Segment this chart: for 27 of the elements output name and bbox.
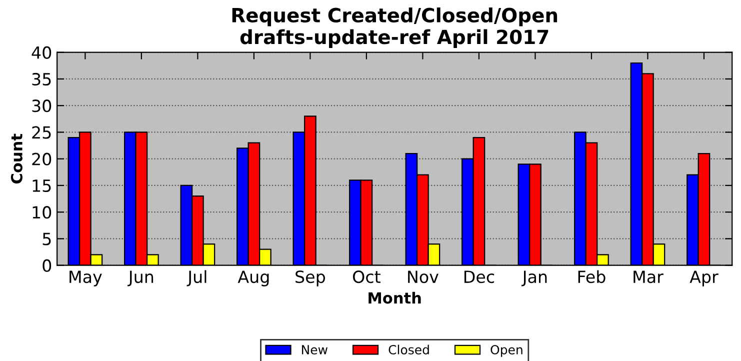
y-tick-label: 0 (42, 259, 52, 272)
y-tick-label: 25 (32, 126, 51, 139)
x-tick-label: Sep (296, 270, 325, 286)
x-tick-label: Jan (522, 270, 547, 286)
y-tick-label: 40 (32, 46, 52, 59)
x-axis-title: Month (368, 292, 421, 304)
x-tick-label: Mar (634, 270, 664, 284)
x-tick-label: Aug (238, 270, 269, 286)
x-tick-label: Dec (464, 270, 494, 284)
chart-title: Request Created/Closed/Open drafts-update-ref April 2017 (232, 7, 558, 48)
y-axis-title: Count (10, 134, 22, 184)
legend-label: Closed (388, 344, 429, 354)
x-tick-label: Nov (408, 270, 438, 284)
legend-label: Open (490, 344, 522, 357)
y-tick-label: 20 (32, 152, 52, 166)
legend-label: New (302, 345, 328, 354)
x-tick-label: Jun (128, 270, 154, 286)
x-tick-label: Oct (352, 270, 380, 284)
x-tick-label: Feb (578, 270, 606, 284)
y-tick-label: 15 (32, 180, 51, 192)
y-tick-label: 10 (32, 206, 52, 219)
x-tick-label: May (70, 270, 102, 286)
x-tick-label: Apr (690, 270, 718, 286)
y-tick-label: 30 (32, 100, 52, 112)
y-tick-label: 5 (42, 232, 51, 246)
y-tick-label: 35 (32, 72, 51, 86)
x-tick-label: Jul (186, 270, 206, 286)
